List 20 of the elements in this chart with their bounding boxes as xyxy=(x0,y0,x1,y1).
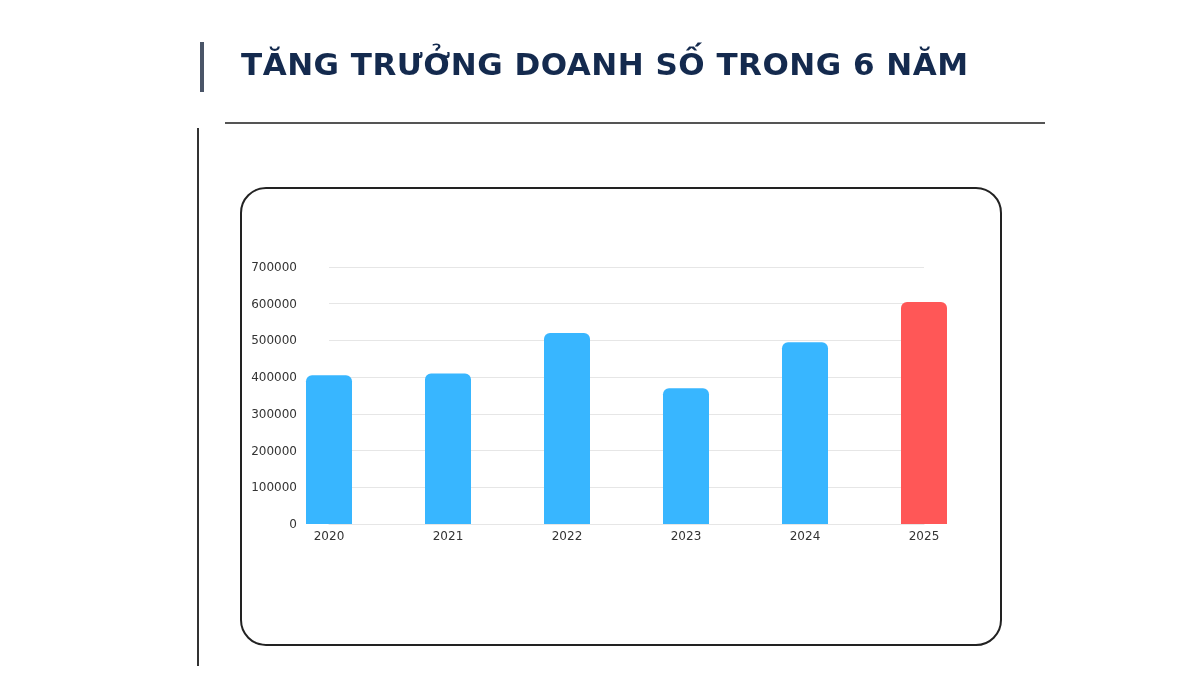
y-tick-label: 600000 xyxy=(251,296,297,311)
bar xyxy=(663,388,709,524)
y-tick-label: 200000 xyxy=(251,443,297,458)
y-tick-label: 100000 xyxy=(251,480,297,495)
x-tick-label: 2021 xyxy=(432,529,464,543)
y-tick-label: 400000 xyxy=(251,370,297,385)
y-tick-label: 0 xyxy=(289,517,297,531)
bar xyxy=(544,333,590,524)
bar xyxy=(425,373,471,524)
x-tick-label: 2024 xyxy=(789,529,821,543)
bar xyxy=(306,375,352,524)
x-tick-label: 2022 xyxy=(551,529,583,543)
y-tick-label: 500000 xyxy=(251,333,297,348)
x-tick-label: 2023 xyxy=(670,529,702,543)
y-tick-label: 300000 xyxy=(251,406,297,421)
bar xyxy=(782,342,828,524)
y-tick-label: 700000 xyxy=(251,260,297,274)
x-tick-label: 2025 xyxy=(908,529,940,543)
bar xyxy=(901,301,947,524)
x-tick-label: 2020 xyxy=(313,529,345,543)
